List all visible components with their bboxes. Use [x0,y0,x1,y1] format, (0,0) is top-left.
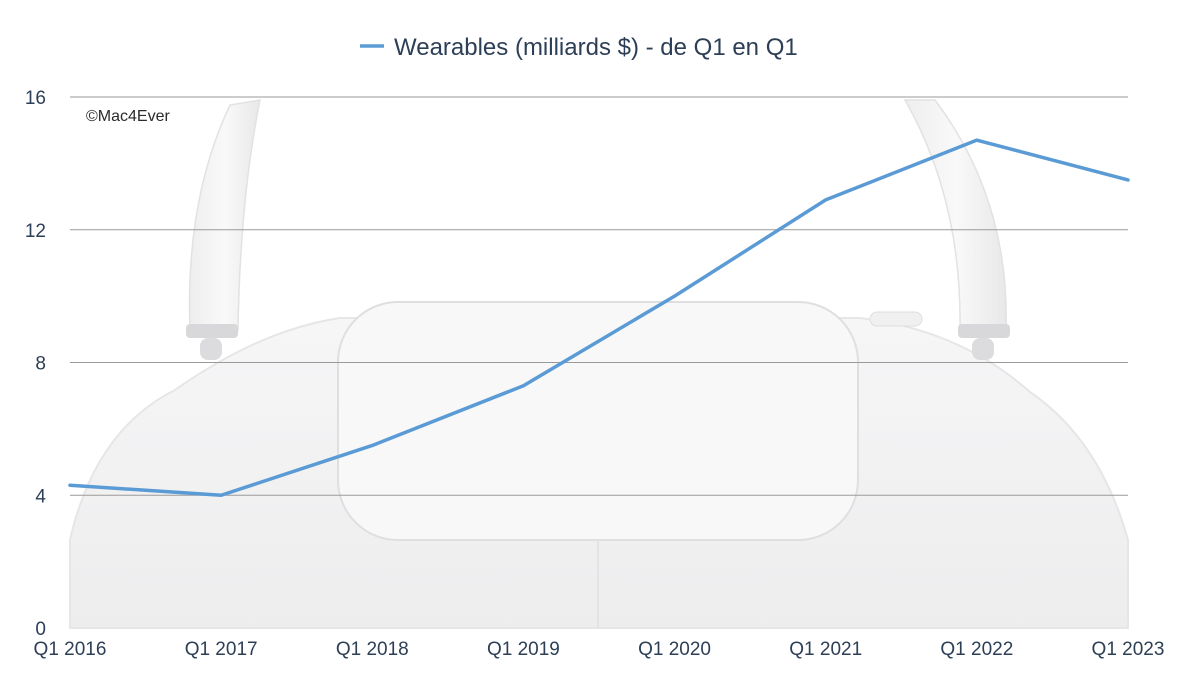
x-tick-label: Q1 2023 [1092,639,1165,660]
data-point [219,493,223,497]
data-point [521,384,525,388]
legend-label: Wearables (milliards $) - de Q1 en Q1 [394,34,798,61]
data-point [1126,178,1130,182]
y-tick-label: 4 [35,486,46,507]
headphones-background-image [69,99,1129,629]
x-tick-label: Q1 2016 [34,639,107,660]
data-point [975,138,979,142]
x-tick-label: Q1 2017 [185,639,258,660]
x-tick-label: Q1 2020 [638,639,711,660]
y-tick-label: 0 [35,619,46,640]
x-tick-label: Q1 2018 [336,639,409,660]
y-axis-tick-labels: 0 4 8 12 16 [25,88,47,640]
y-tick-label: 16 [25,88,46,109]
data-point [370,443,374,447]
data-point [673,294,677,298]
legend: Wearables (milliards $) - de Q1 en Q1 [360,34,798,61]
data-point [68,483,72,487]
x-axis-tick-labels: Q1 2016 Q1 2017 Q1 2018 Q1 2019 Q1 2020 Q1 20… [34,639,1165,660]
x-tick-label: Q1 2022 [940,639,1013,660]
x-tick-label: Q1 2019 [487,639,560,660]
series-layer [68,138,1130,497]
series-line [68,138,1130,497]
gridlines [70,96,1128,496]
y-tick-label: 12 [25,221,46,242]
data-point [824,198,828,202]
y-tick-label: 8 [35,354,46,375]
x-tick-label: Q1 2021 [789,639,862,660]
watermark: ©Mac4Ever [86,108,170,125]
